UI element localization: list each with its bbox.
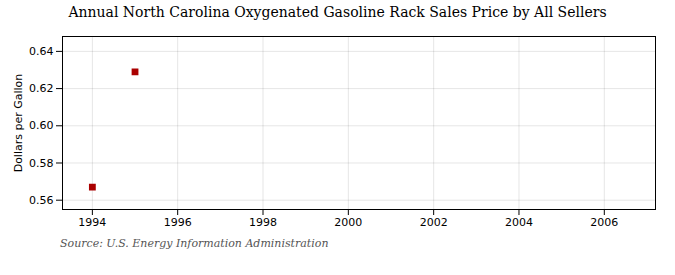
svg-text:0.62: 0.62 [29, 82, 54, 95]
svg-text:2000: 2000 [334, 216, 362, 229]
svg-text:2002: 2002 [420, 216, 448, 229]
svg-text:1994: 1994 [78, 216, 106, 229]
html-text:Annual North Carolina Oxygenat: Annual North Carolina Oxygenated Gasolin… [68, 4, 607, 20]
svg-text:1998: 1998 [249, 216, 277, 229]
svg-text:0.60: 0.60 [29, 119, 54, 132]
svg-text:0.56: 0.56 [29, 194, 54, 207]
svg-text:1996: 1996 [164, 216, 192, 229]
svg-text:2006: 2006 [590, 216, 618, 229]
html-text:Source: U.S. Energy Informatio: Source: U.S. Energy Information Administ… [60, 237, 329, 250]
svg-text:0.58: 0.58 [29, 157, 54, 170]
svg-text:2004: 2004 [505, 216, 533, 229]
svg-text:Dollars per Gallon: Dollars per Gallon [12, 74, 25, 173]
svg-text:0.64: 0.64 [29, 45, 54, 58]
